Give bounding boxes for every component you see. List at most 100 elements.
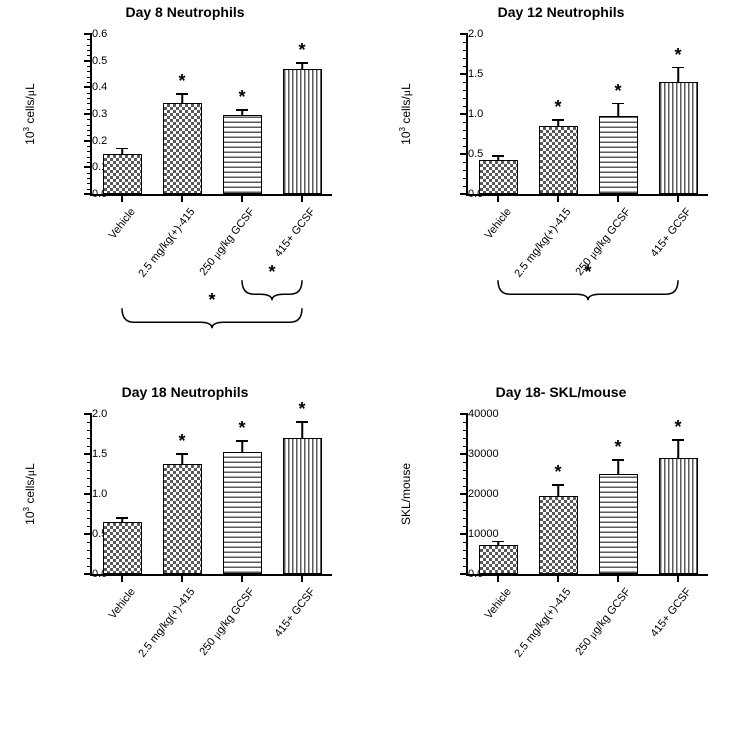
ylabel-text: SKL/mouse: [399, 463, 413, 525]
ytick: [460, 193, 468, 195]
panel-title: Day 12 Neutrophils: [376, 4, 746, 20]
errorbar: [617, 460, 619, 474]
y-axis-label: SKL/mouse: [396, 414, 416, 574]
ytick-minor: [87, 558, 92, 559]
plot-area: 0.010000200003000040000Vehicle*2.5 mg/kg…: [466, 414, 708, 576]
ytick: [84, 166, 92, 168]
ytick-minor: [463, 558, 468, 559]
ytick: [84, 60, 92, 62]
ytick-minor: [87, 486, 92, 487]
bar-3: [659, 458, 698, 574]
ytick: [460, 413, 468, 415]
plot-area: 0.00.51.01.52.0Vehicle*2.5 mg/kg(+)-415*…: [90, 414, 332, 576]
ytick-label: 1.5: [92, 448, 104, 460]
xtick: [301, 574, 303, 582]
ytick-label: 40000: [468, 408, 480, 420]
ytick-minor: [87, 478, 92, 479]
ytick-minor: [87, 438, 92, 439]
bar-0: [103, 522, 142, 574]
ytick-minor: [463, 438, 468, 439]
errorbar-cap: [116, 517, 128, 519]
errorbar-cap: [552, 484, 564, 486]
panel-day12-neutrophils: Day 12 Neutrophils 103 cells/μL 0.00.51.…: [376, 0, 746, 360]
bar-1: [163, 464, 202, 574]
ylabel-text: 103 cells/μL: [22, 83, 38, 145]
xlabel: Vehicle: [483, 586, 514, 621]
ylabel-text: 103 cells/μL: [22, 463, 38, 525]
ytick-label: 10000: [468, 528, 480, 540]
ytick: [460, 113, 468, 115]
ytick-label: 2.0: [92, 408, 104, 420]
errorbar-cap: [612, 459, 624, 461]
ytick: [460, 153, 468, 155]
ytick: [84, 113, 92, 115]
ytick-minor: [87, 526, 92, 527]
figure: Day 8 Neutrophils 103 cells/μL 0.00.10.2…: [0, 0, 746, 742]
xlabel: 2.5 mg/kg(+)-415: [512, 586, 573, 660]
panel-day18-skl: Day 18- SKL/mouse SKL/mouse 0.0100002000…: [376, 380, 746, 740]
ytick-label: 20000: [468, 488, 480, 500]
ytick-minor: [87, 566, 92, 567]
significance-star: *: [614, 438, 621, 456]
panel-day18-neutrophils: Day 18 Neutrophils 103 cells/μL 0.00.51.…: [0, 380, 370, 740]
ytick-minor: [463, 518, 468, 519]
ytick: [460, 33, 468, 35]
significance-star: *: [178, 432, 185, 450]
y-axis-label: 103 cells/μL: [20, 414, 40, 574]
ytick-label: 30000: [468, 448, 480, 460]
panel-title: Day 18 Neutrophils: [0, 384, 370, 400]
ytick-label: 1.0: [92, 488, 104, 500]
ytick-minor: [87, 502, 92, 503]
xlabel: 250 μg/kg GCSF: [573, 586, 633, 658]
errorbar: [241, 441, 243, 452]
xtick: [181, 574, 183, 582]
errorbar: [181, 454, 183, 464]
bar-0: [479, 545, 518, 574]
xlabel: 250 μg/kg GCSF: [197, 586, 257, 658]
xtick: [557, 574, 559, 582]
significance-star: *: [674, 418, 681, 436]
ytick-minor: [463, 446, 468, 447]
y-axis-label: 103 cells/μL: [20, 34, 40, 194]
bar-3: [283, 438, 322, 574]
errorbar: [557, 485, 559, 496]
brace-star: *: [208, 290, 215, 311]
panel-day8-neutrophils: Day 8 Neutrophils 103 cells/μL 0.00.10.2…: [0, 0, 370, 360]
xlabel: Vehicle: [107, 586, 138, 621]
bar-2: [223, 452, 262, 574]
ytick: [460, 453, 468, 455]
ytick-minor: [463, 566, 468, 567]
ytick-minor: [463, 542, 468, 543]
significance-star: *: [554, 463, 561, 481]
ytick-minor: [463, 526, 468, 527]
ytick-minor: [463, 550, 468, 551]
errorbar-cap: [672, 439, 684, 441]
ytick: [84, 193, 92, 195]
significance-star: *: [298, 400, 305, 418]
comparison-brace: [92, 34, 332, 328]
brace-star: *: [584, 262, 591, 283]
ytick-minor: [463, 510, 468, 511]
ytick-minor: [463, 486, 468, 487]
plot-area: 0.00.51.01.52.0Vehicle*2.5 mg/kg(+)-415*…: [466, 34, 708, 196]
xtick: [121, 574, 123, 582]
ytick-minor: [87, 462, 92, 463]
xlabel: 415+ GCSF: [272, 586, 317, 639]
ytick: [460, 533, 468, 535]
xtick: [677, 574, 679, 582]
ytick-minor: [87, 446, 92, 447]
ytick: [460, 573, 468, 575]
bar-2: [599, 474, 638, 574]
ytick-minor: [87, 550, 92, 551]
ylabel-text: 103 cells/μL: [398, 83, 414, 145]
xlabel: 2.5 mg/kg(+)-415: [136, 586, 197, 660]
ytick: [460, 493, 468, 495]
ytick: [84, 453, 92, 455]
xtick: [617, 574, 619, 582]
ytick: [84, 33, 92, 35]
xtick: [241, 574, 243, 582]
ytick-minor: [463, 478, 468, 479]
errorbar: [121, 518, 123, 522]
ytick-minor: [463, 470, 468, 471]
xlabel: 415+ GCSF: [648, 586, 693, 639]
